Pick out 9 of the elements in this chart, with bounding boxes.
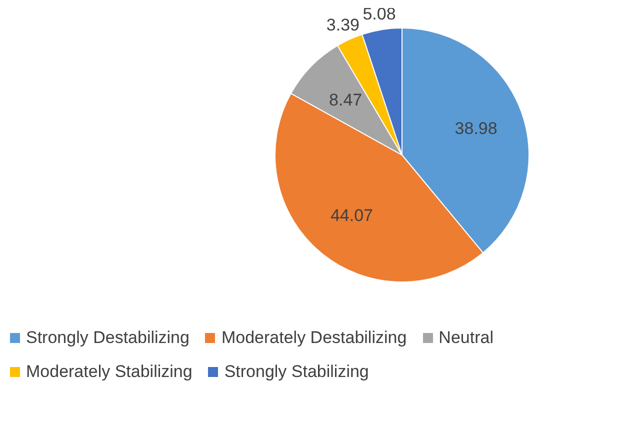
legend-label: Moderately Destabilizing	[221, 328, 407, 348]
data-label: 3.39	[326, 15, 360, 34]
data-label: 38.98	[454, 118, 498, 138]
legend-label: Strongly Stabilizing	[224, 362, 369, 382]
legend-label: Strongly Destabilizing	[26, 328, 190, 348]
legend-label: Neutral	[438, 328, 494, 348]
legend-label: Moderately Stabilizing	[26, 362, 192, 382]
data-label: 8.47	[329, 90, 362, 110]
data-label: 44.07	[330, 206, 373, 226]
